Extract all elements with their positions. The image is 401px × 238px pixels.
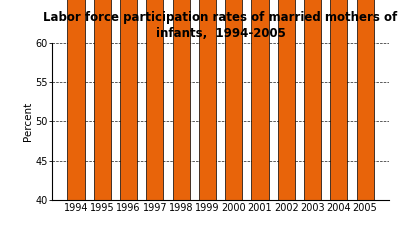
Bar <box>172 0 190 200</box>
Bar <box>199 0 216 200</box>
Bar <box>67 0 85 200</box>
Bar <box>278 0 295 200</box>
Bar <box>225 0 242 200</box>
Y-axis label: Percent: Percent <box>23 102 33 141</box>
Bar <box>120 0 137 200</box>
Bar <box>330 0 347 200</box>
Bar <box>251 0 269 200</box>
Bar <box>146 0 163 200</box>
Bar <box>304 0 321 200</box>
Bar <box>94 0 111 200</box>
Title: Labor force participation rates of married mothers of
infants,  1994-2005: Labor force participation rates of marri… <box>43 11 398 40</box>
Bar <box>356 0 374 200</box>
